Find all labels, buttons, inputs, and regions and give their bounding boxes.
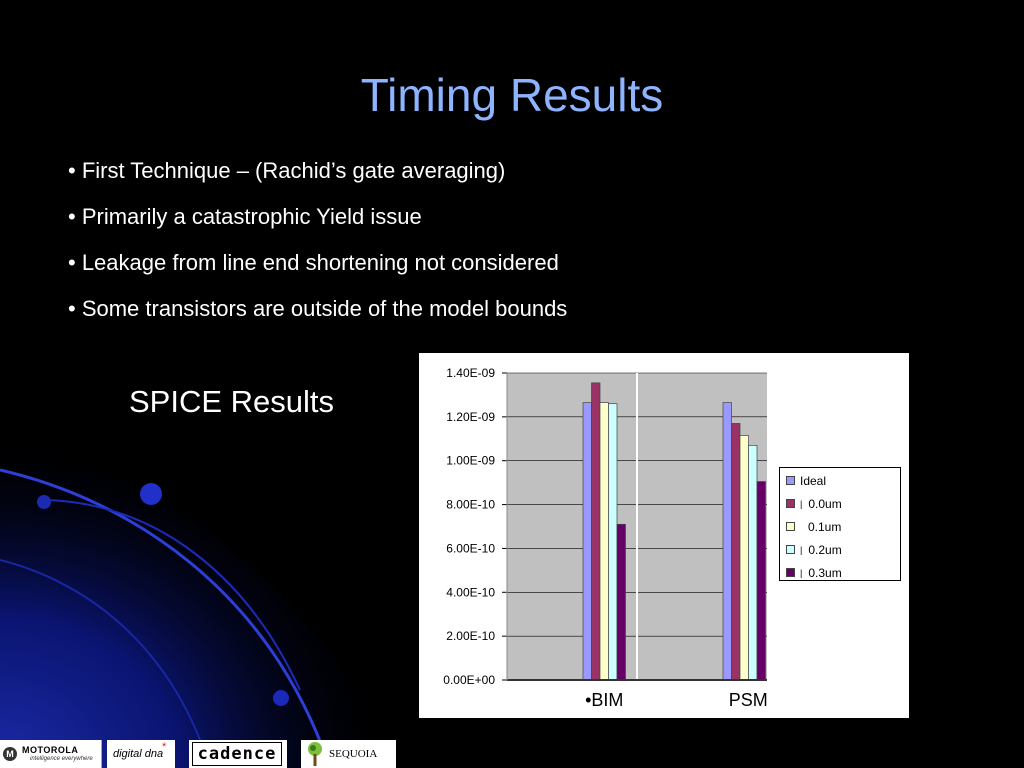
y-tick-label: 8.00E-10 — [446, 498, 495, 512]
chart-panel: 0.00E+00 2.00E-10 4.00E-10 6.00E-10 8.00E-10… — [419, 353, 909, 718]
motorola-tagline: intelligence everywhere — [30, 756, 93, 762]
legend-label: 0.0um — [808, 496, 842, 511]
cadence-text: cadence — [192, 742, 282, 766]
bar — [608, 403, 618, 681]
legend-marker: | — [800, 498, 803, 509]
y-tick-label: 1.20E-09 — [446, 410, 495, 424]
sequoia-logo: SEQUOIA — [301, 740, 396, 768]
digitaldna-star-icon: * — [162, 741, 167, 753]
legend-swatch — [786, 499, 795, 509]
blue-swoosh — [0, 430, 400, 768]
legend-item: 0.1um — [786, 516, 841, 536]
y-tick-label: 6.00E-10 — [446, 541, 495, 555]
motorola-logo: M MOTOROLA intelligence everywhere — [0, 740, 102, 768]
legend-label: Ideal — [800, 473, 827, 488]
y-tick-label: 0.00E+00 — [443, 673, 495, 687]
bar-chart: 0.00E+00 2.00E-10 4.00E-10 6.00E-10 8.00E-10… — [443, 366, 768, 710]
legend-swatch — [786, 568, 795, 578]
bar — [599, 402, 609, 681]
bar — [756, 481, 766, 681]
legend-label: 0.3um — [808, 565, 842, 580]
orbit-dot-low — [273, 690, 289, 706]
legend-item: | 0.2um — [786, 539, 842, 559]
bullet-item: • Primarily a catastrophic Yield issue — [68, 204, 422, 229]
legend-swatch — [786, 476, 795, 486]
legend-item: | 0.0um — [786, 493, 842, 513]
x-tick-label: •BIM — [585, 690, 623, 710]
legend-marker: | — [800, 567, 803, 578]
logo-strip: M MOTOROLA intelligence everywhere digit… — [0, 740, 400, 768]
motorola-name: MOTOROLA — [22, 745, 79, 755]
legend-swatch — [786, 522, 795, 532]
y-tick-label: 2.00E-10 — [446, 629, 495, 643]
bar — [591, 382, 601, 681]
y-tick-label: 1.00E-09 — [446, 454, 495, 468]
bar — [748, 445, 758, 681]
legend-item: | 0.3um — [786, 562, 842, 582]
digitaldna-logo: digital dna * — [107, 740, 175, 768]
bar — [616, 523, 626, 681]
legend-item: Ideal — [786, 470, 826, 490]
y-tick-label: 1.40E-09 — [446, 366, 495, 380]
bullet-item: • Some transistors are outside of the mo… — [68, 296, 568, 321]
bar — [582, 402, 592, 681]
sequoia-text: SEQUOIA — [329, 748, 378, 760]
legend-swatch — [786, 545, 795, 555]
y-tick-label: 4.00E-10 — [446, 585, 495, 599]
digitaldna-text: digital dna — [113, 748, 164, 760]
orbit-curve-2 — [39, 499, 301, 691]
orbit-dot-small — [37, 495, 51, 509]
legend-label: 0.2um — [808, 542, 842, 557]
bullet-item: • First Technique – (Rachid’s gate avera… — [68, 158, 506, 183]
slide-title: Timing Results — [360, 69, 664, 121]
bar — [722, 402, 732, 681]
legend-marker: | — [800, 544, 803, 555]
bullet-item: • Leakage from line end shortening not c… — [68, 250, 559, 275]
spice-results-label: SPICE Results — [129, 384, 335, 419]
orbit-dot-large — [140, 483, 162, 505]
motorola-batwing-icon: M — [3, 747, 17, 761]
bar — [731, 423, 741, 681]
chart-legend: Ideal | 0.0um 0.1um | 0.2um | 0.3um — [779, 467, 901, 581]
orbit-curve-3 — [0, 559, 211, 768]
orbit-curve-1 — [0, 468, 332, 768]
sequoia-tree-icon — [308, 742, 322, 766]
bullet-list: • First Technique – (Rachid’s gate avera… — [68, 156, 567, 340]
cadence-logo: cadence — [189, 740, 287, 768]
bar — [739, 435, 749, 681]
x-tick-label: PSM — [729, 690, 768, 710]
legend-label: 0.1um — [808, 519, 842, 534]
